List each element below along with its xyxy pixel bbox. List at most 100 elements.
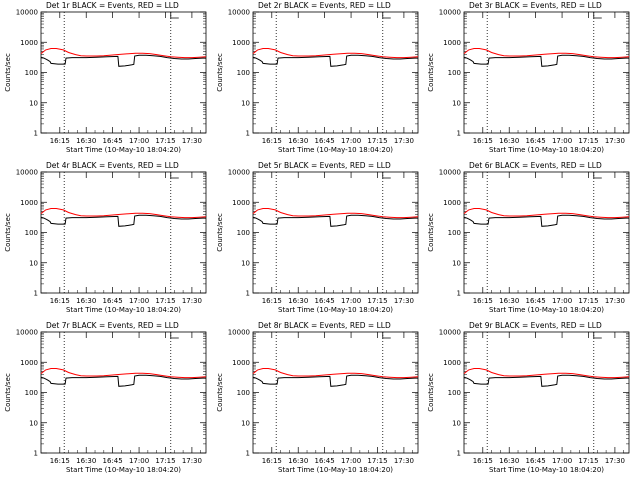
y-tick-label: 10 — [29, 259, 38, 267]
x-axis-label: Start Time (10-May-10 18:04:20) — [278, 306, 393, 314]
time-marker-bracket — [170, 172, 179, 179]
x-axis-label: Start Time (10-May-10 18:04:20) — [489, 466, 604, 474]
x-axis-label: Start Time (10-May-10 18:04:20) — [66, 146, 181, 154]
plot-frame — [463, 171, 630, 294]
panel-title: Det 1r BLACK = Events, RED = LLD — [46, 1, 179, 10]
panel-title: Det 5r BLACK = Events, RED = LLD — [258, 161, 391, 170]
series-line-events — [40, 374, 206, 387]
x-tick-label: 17:00 — [129, 297, 149, 305]
x-tick-label: 17:00 — [341, 297, 361, 305]
x-tick-label: 16:15 — [473, 137, 493, 145]
x-tick-label: 17:30 — [605, 137, 625, 145]
y-tick-label: 1 — [34, 130, 38, 138]
x-tick-label: 17:00 — [341, 137, 361, 145]
y-tick-label: 1000 — [443, 359, 461, 367]
x-tick-label: 17:30 — [394, 137, 414, 145]
y-tick-label: 1 — [457, 130, 461, 138]
y-tick-label: 10 — [241, 419, 250, 427]
panel-title: Det 9r BLACK = Events, RED = LLD — [469, 321, 602, 330]
y-axis-label: Counts/sec — [216, 53, 224, 92]
y-tick-label: 10000 — [228, 9, 250, 17]
y-tick-label: 10000 — [439, 329, 461, 337]
x-tick-label: 17:30 — [394, 457, 414, 465]
x-axis-label: Start Time (10-May-10 18:04:20) — [66, 306, 181, 314]
y-axis-label: Counts/sec — [216, 373, 224, 412]
y-tick-label: 100 — [237, 69, 250, 77]
y-tick-label: 100 — [25, 69, 38, 77]
detector-panel-2: Det 2r BLACK = Events, RED = LLD 1 10 100 10… — [216, 1, 419, 154]
detector-panel-8: Det 8r BLACK = Events, RED = LLD 1 10 100 10… — [216, 321, 419, 474]
plot-frame — [40, 171, 207, 294]
x-tick-label: 16:30 — [76, 137, 96, 145]
y-tick-label: 1 — [457, 290, 461, 298]
y-tick-label: 10 — [452, 419, 461, 427]
panel-title: Det 7r BLACK = Events, RED = LLD — [46, 321, 179, 330]
x-tick-label: 16:15 — [262, 457, 282, 465]
panel-title: Det 2r BLACK = Events, RED = LLD — [258, 1, 391, 10]
y-tick-label: 1000 — [443, 39, 461, 47]
x-tick-label: 17:30 — [605, 457, 625, 465]
series-line-lld — [252, 208, 419, 219]
x-tick-label: 17:00 — [552, 457, 572, 465]
y-tick-label: 10000 — [228, 169, 250, 177]
time-marker-bracket — [382, 332, 391, 339]
x-tick-label: 16:30 — [76, 297, 96, 305]
y-tick-label: 1 — [246, 450, 250, 458]
x-axis-label: Start Time (10-May-10 18:04:20) — [278, 146, 393, 154]
plot-frame — [463, 331, 630, 454]
x-tick-label: 16:15 — [473, 457, 493, 465]
x-tick-label: 17:00 — [552, 137, 572, 145]
time-marker-bracket — [593, 12, 602, 19]
y-tick-label: 1 — [34, 450, 38, 458]
series-line-lld — [463, 48, 630, 59]
y-tick-label: 10000 — [228, 329, 250, 337]
panel-title: Det 6r BLACK = Events, RED = LLD — [469, 161, 602, 170]
detector-panel-5: Det 5r BLACK = Events, RED = LLD 1 10 100 10… — [216, 161, 419, 314]
y-axis-label: Counts/sec — [4, 213, 12, 252]
x-tick-label: 17:15 — [367, 457, 387, 465]
y-tick-label: 10 — [241, 259, 250, 267]
y-tick-label: 1000 — [232, 39, 250, 47]
y-tick-label: 10000 — [439, 169, 461, 177]
y-tick-label: 10 — [29, 419, 38, 427]
detector-panel-7: Det 7r BLACK = Events, RED = LLD 1 10 100 10… — [4, 321, 207, 474]
y-tick-label: 100 — [237, 389, 250, 397]
panel-title: Det 3r BLACK = Events, RED = LLD — [469, 1, 602, 10]
series-line-events — [252, 214, 418, 227]
x-tick-label: 16:15 — [473, 297, 493, 305]
plot-frame — [463, 11, 630, 134]
series-line-lld — [40, 208, 207, 219]
series-line-events — [40, 214, 206, 227]
y-tick-label: 10000 — [439, 9, 461, 17]
time-marker-bracket — [593, 332, 602, 339]
x-tick-label: 17:15 — [578, 297, 598, 305]
x-tick-label: 17:15 — [155, 137, 175, 145]
y-axis-label: Counts/sec — [427, 373, 435, 412]
time-marker-bracket — [382, 12, 391, 19]
x-tick-label: 17:30 — [394, 297, 414, 305]
panel-title: Det 8r BLACK = Events, RED = LLD — [258, 321, 391, 330]
x-axis-label: Start Time (10-May-10 18:04:20) — [489, 306, 604, 314]
y-axis-label: Counts/sec — [4, 53, 12, 92]
y-tick-label: 100 — [25, 389, 38, 397]
detector-panel-4: Det 4r BLACK = Events, RED = LLD 1 10 100 10… — [4, 161, 207, 314]
series-line-lld — [463, 208, 630, 219]
x-tick-label: 16:45 — [315, 137, 335, 145]
y-tick-label: 1000 — [20, 39, 38, 47]
series-line-events — [252, 54, 418, 67]
x-tick-label: 16:15 — [262, 137, 282, 145]
x-axis-label: Start Time (10-May-10 18:04:20) — [66, 466, 181, 474]
plot-frame — [40, 11, 207, 134]
x-tick-label: 17:00 — [129, 457, 149, 465]
y-axis-label: Counts/sec — [216, 213, 224, 252]
x-tick-label: 17:00 — [341, 457, 361, 465]
series-line-events — [463, 374, 629, 387]
y-tick-label: 1000 — [232, 199, 250, 207]
y-tick-label: 10 — [452, 99, 461, 107]
y-axis-label: Counts/sec — [427, 213, 435, 252]
series-line-events — [40, 54, 206, 67]
x-tick-label: 16:45 — [526, 457, 546, 465]
y-axis-label: Counts/sec — [427, 53, 435, 92]
x-tick-label: 17:00 — [552, 297, 572, 305]
